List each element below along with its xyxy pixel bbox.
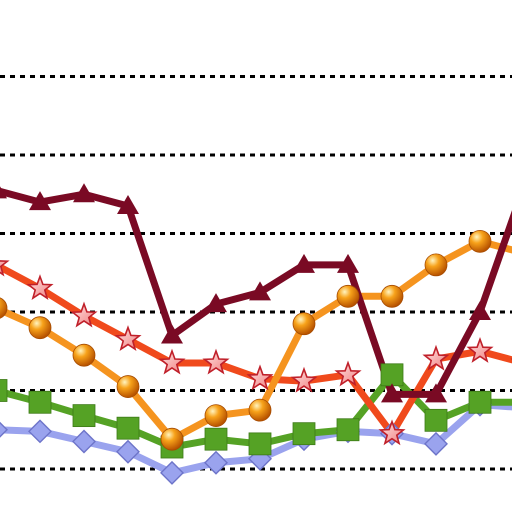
data-point [160, 460, 184, 485]
data-point [424, 408, 448, 432]
data-point [422, 344, 450, 371]
data-point [205, 293, 227, 313]
data-point [116, 416, 140, 440]
data-point [116, 375, 140, 398]
data-point [292, 312, 316, 336]
data-point [469, 301, 491, 320]
data-point [160, 427, 184, 451]
data-point [29, 191, 51, 211]
data-point [0, 421, 8, 438]
data-point [0, 379, 8, 402]
data-point [293, 253, 315, 273]
data-point [248, 398, 272, 422]
data-point [161, 324, 183, 344]
data-point [425, 383, 447, 403]
data-point [28, 316, 52, 340]
data-point [72, 404, 96, 428]
data-point [249, 281, 271, 301]
data-point [466, 336, 494, 363]
data-point [204, 427, 228, 451]
data-point [202, 348, 230, 375]
data-point [26, 274, 54, 301]
data-point [158, 348, 186, 375]
data-point [380, 363, 404, 387]
data-point [248, 432, 272, 456]
data-point [290, 366, 318, 393]
data-point [73, 183, 95, 203]
data-point [0, 297, 8, 319]
series-markers [0, 183, 512, 485]
data-point [28, 390, 52, 414]
data-point [336, 284, 360, 308]
data-point [468, 229, 492, 253]
data-point [0, 260, 10, 277]
data-point [117, 195, 139, 215]
data-point [424, 431, 448, 456]
data-point [337, 253, 359, 273]
data-point [72, 429, 96, 454]
data-point [28, 419, 52, 444]
data-point [380, 284, 404, 308]
data-point [204, 450, 228, 475]
data-point [292, 422, 316, 446]
data-point [0, 186, 7, 199]
data-point [114, 325, 142, 352]
data-point [72, 343, 96, 367]
data-point [116, 439, 140, 464]
data-point [70, 301, 98, 328]
data-point [424, 253, 448, 277]
data-point [246, 364, 274, 391]
data-point [336, 418, 360, 442]
data-point [468, 390, 492, 414]
data-point [381, 383, 403, 403]
data-point [334, 360, 362, 387]
data-point [378, 419, 406, 446]
data-point [204, 404, 228, 428]
